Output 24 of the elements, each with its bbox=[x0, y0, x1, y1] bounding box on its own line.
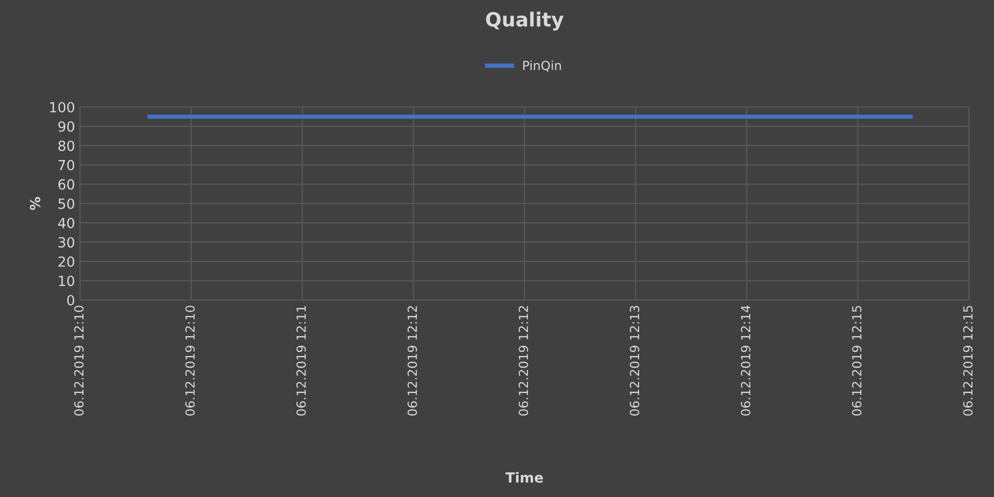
y-tick-label: 30 bbox=[58, 237, 74, 248]
x-tick-label: 06.12.2019 12:11 bbox=[296, 306, 306, 416]
x-tick-label: 06.12.2019 12:12 bbox=[408, 306, 417, 416]
y-tick-label: 10 bbox=[58, 276, 74, 286]
x-tick-label: 06.12.2019 12:15 bbox=[963, 306, 973, 416]
y-tick-label: 0 bbox=[67, 294, 74, 306]
y-tick-label: 100 bbox=[50, 102, 74, 112]
y-tick-label: 50 bbox=[58, 198, 74, 209]
y-tick-label: 80 bbox=[58, 140, 74, 152]
chart-title: Quality bbox=[486, 12, 564, 31]
y-tick-label: 20 bbox=[58, 256, 74, 267]
x-tick-label: 06.12.2019 12:15 bbox=[852, 306, 862, 416]
legend-label: PinQin bbox=[523, 60, 561, 72]
y-tick-label: 90 bbox=[58, 121, 74, 132]
x-tick-label: 06.12.2019 12:10 bbox=[185, 306, 195, 416]
x-tick-label: 06.12.2019 12:10 bbox=[74, 306, 84, 416]
y-axis-title: % bbox=[30, 196, 40, 210]
x-tick-label: 06.12.2019 12:12 bbox=[518, 306, 528, 416]
y-tick-label: 70 bbox=[58, 160, 74, 170]
y-tick-label: 60 bbox=[58, 179, 74, 190]
y-tick-label: 40 bbox=[58, 218, 74, 228]
x-tick-label: 06.12.2019 12:14 bbox=[740, 306, 750, 416]
x-axis-title: Time bbox=[506, 472, 543, 483]
x-tick-label: 06.12.2019 12:13 bbox=[630, 306, 640, 416]
